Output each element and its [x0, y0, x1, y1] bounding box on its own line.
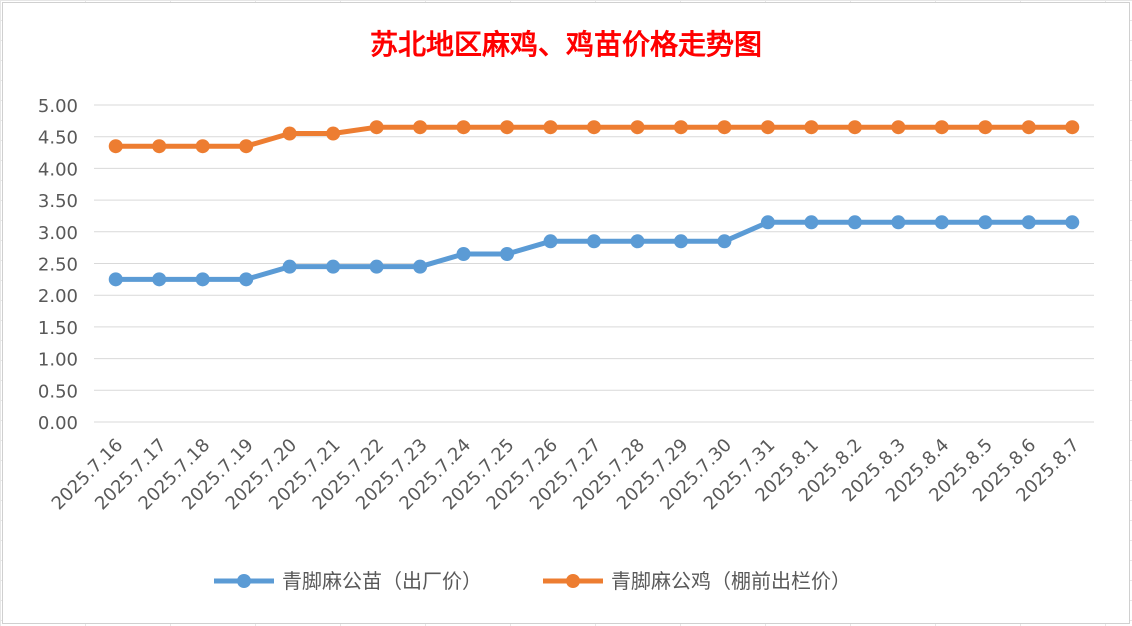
data-point[interactable] — [413, 259, 428, 274]
chart-title: 苏北地区麻鸡、鸡苗价格走势图 — [370, 28, 762, 61]
data-point[interactable] — [673, 234, 688, 249]
y-tick-label: 0.00 — [38, 413, 78, 434]
legend-point-marker — [237, 574, 251, 588]
data-point[interactable] — [587, 120, 601, 135]
y-tick-label: 2.00 — [38, 286, 78, 307]
data-point[interactable] — [282, 126, 297, 141]
data-point[interactable] — [934, 215, 949, 230]
x-axis: 2025.7.162025.7.172025.7.182025.7.192025… — [48, 435, 1084, 515]
y-tick-label: 5.00 — [38, 96, 78, 117]
series-0[interactable] — [108, 215, 1080, 287]
data-point[interactable] — [326, 259, 341, 274]
data-point[interactable] — [326, 126, 341, 141]
y-tick-label: 0.50 — [38, 381, 78, 402]
legend-item[interactable]: 青脚麻公苗（出厂价） — [214, 569, 482, 593]
plot-area[interactable] — [108, 120, 1080, 287]
gridlines — [94, 104, 1094, 423]
data-point[interactable] — [108, 272, 123, 287]
data-point[interactable] — [543, 234, 558, 249]
data-point[interactable] — [239, 272, 254, 287]
y-axis: 0.00 0.50 1.00 1.50 2.00 2.50 3.00 3.50 4.00 4.50… — [38, 96, 78, 434]
data-point[interactable] — [152, 139, 167, 154]
data-point[interactable] — [804, 120, 819, 135]
data-point[interactable] — [456, 246, 471, 261]
legend-item[interactable]: 青脚麻公鸡（棚前出栏价） — [543, 569, 851, 593]
data-point[interactable] — [1065, 120, 1080, 135]
series-1[interactable] — [108, 120, 1080, 154]
data-point[interactable] — [282, 259, 297, 274]
data-point[interactable] — [934, 120, 949, 135]
data-point[interactable] — [630, 234, 645, 249]
data-point[interactable] — [1021, 120, 1036, 135]
data-point[interactable] — [673, 120, 688, 135]
data-point[interactable] — [239, 139, 254, 154]
data-point[interactable] — [152, 272, 167, 287]
y-tick-label: 1.50 — [38, 318, 78, 339]
y-tick-label: 3.00 — [38, 223, 78, 244]
y-tick-label: 4.00 — [38, 159, 78, 180]
data-point[interactable] — [891, 215, 906, 230]
data-point[interactable] — [587, 234, 601, 249]
data-point[interactable] — [500, 246, 515, 261]
data-point[interactable] — [195, 139, 210, 154]
data-point[interactable] — [413, 120, 428, 135]
legend-label: 青脚麻公鸡（棚前出栏价） — [611, 569, 851, 593]
data-point[interactable] — [717, 234, 732, 249]
data-point[interactable] — [978, 120, 993, 135]
data-point[interactable] — [847, 215, 862, 230]
series-line[interactable] — [115, 219, 1073, 282]
data-point[interactable] — [847, 120, 862, 135]
data-point[interactable] — [108, 139, 123, 154]
data-point[interactable] — [804, 215, 819, 230]
y-tick-label: 1.00 — [38, 350, 78, 371]
data-point[interactable] — [369, 120, 384, 135]
y-tick-label: 3.50 — [38, 191, 78, 212]
data-point[interactable] — [891, 120, 906, 135]
data-point[interactable] — [456, 120, 471, 135]
legend-point-marker — [566, 574, 580, 588]
data-point[interactable] — [543, 120, 558, 135]
data-point[interactable] — [717, 120, 732, 135]
data-point[interactable] — [760, 215, 775, 230]
y-tick-label: 2.50 — [38, 255, 78, 276]
data-point[interactable] — [369, 259, 384, 274]
data-point[interactable] — [1021, 215, 1036, 230]
data-point[interactable] — [978, 215, 993, 230]
data-point[interactable] — [1065, 215, 1080, 230]
y-tick-label: 4.50 — [38, 128, 78, 149]
data-point[interactable] — [195, 272, 210, 287]
legend[interactable]: 青脚麻公苗（出厂价） 青脚麻公鸡（棚前出栏价） — [214, 569, 851, 593]
data-point[interactable] — [500, 120, 515, 135]
data-point[interactable] — [760, 120, 775, 135]
data-point[interactable] — [630, 120, 645, 135]
legend-label: 青脚麻公苗（出厂价） — [282, 569, 482, 593]
